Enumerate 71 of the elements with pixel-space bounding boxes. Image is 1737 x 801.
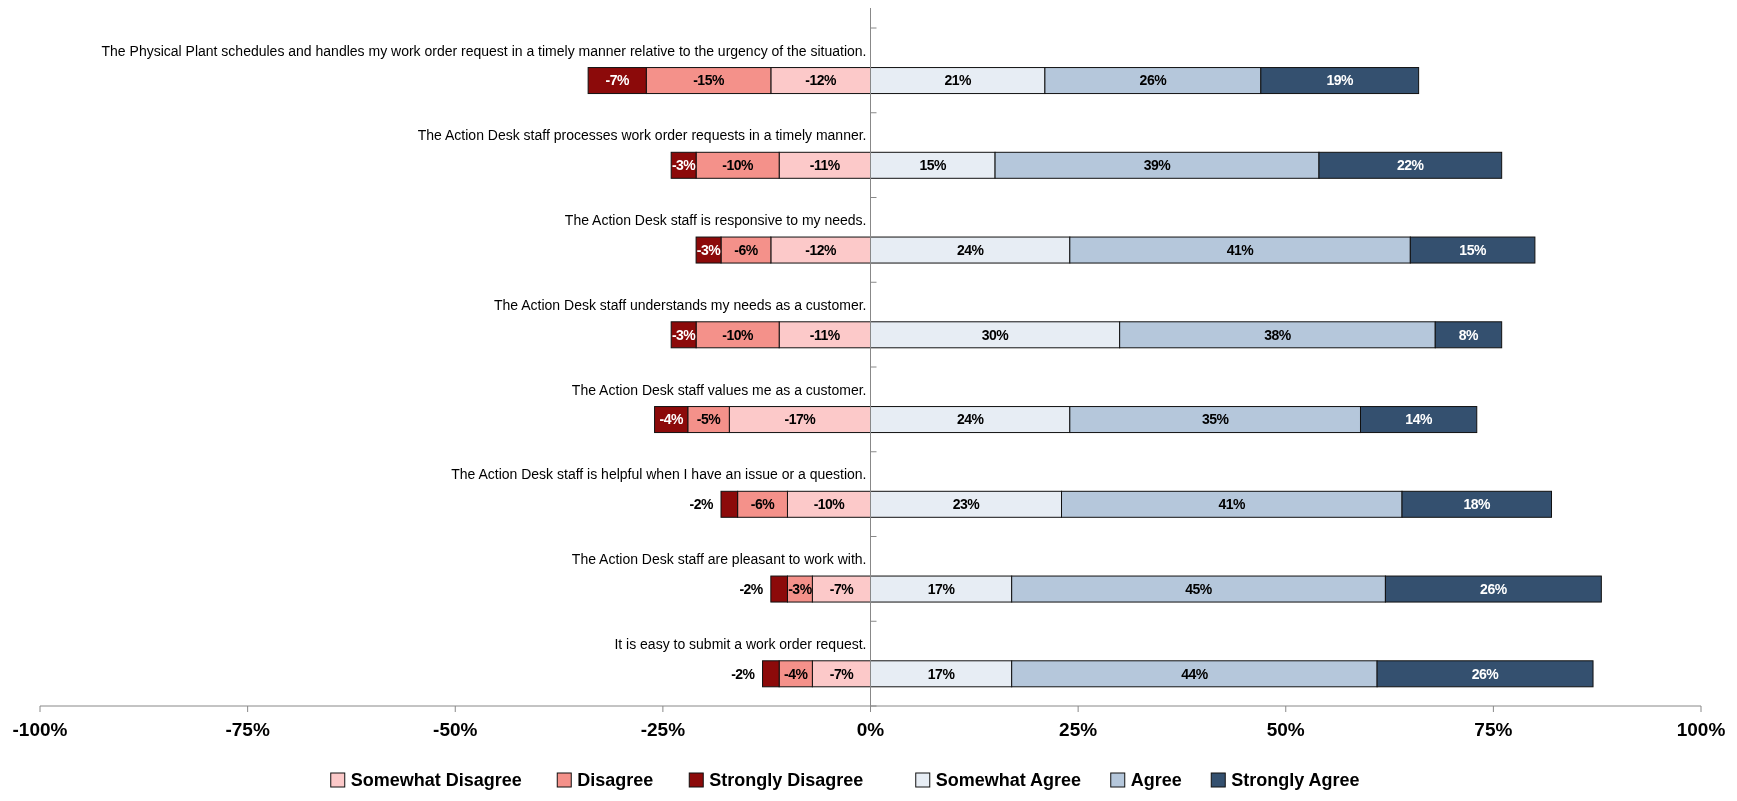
data-label: 39% bbox=[1143, 157, 1172, 174]
data-label: 15% bbox=[1459, 241, 1487, 258]
data-label: -7% bbox=[829, 665, 855, 682]
data-label: -2% bbox=[689, 496, 715, 513]
data-label: -4% bbox=[784, 665, 809, 682]
data-label: 41% bbox=[1226, 241, 1255, 258]
data-label: -11% bbox=[809, 326, 841, 343]
legend-label: Disagree bbox=[577, 770, 654, 791]
data-label: 8% bbox=[1458, 326, 1480, 343]
data-label: 38% bbox=[1264, 326, 1292, 343]
y-tick-label: The Action Desk staff understands my needs as a customer. bbox=[494, 296, 867, 313]
data-label: 22% bbox=[1397, 157, 1425, 174]
data-label: -6% bbox=[750, 496, 776, 513]
y-tick-label: It is easy to submit a work order request. bbox=[614, 635, 867, 652]
data-label: -15% bbox=[693, 72, 725, 89]
data-label: -10% bbox=[722, 157, 755, 174]
data-label: 15% bbox=[919, 157, 948, 174]
data-label: -3% bbox=[696, 241, 722, 258]
data-label: -5% bbox=[696, 411, 722, 428]
legend-label: Strongly Agree bbox=[1231, 770, 1360, 791]
data-label: 18% bbox=[1463, 496, 1492, 513]
data-label: 26% bbox=[1139, 72, 1168, 89]
data-label: -3% bbox=[671, 326, 697, 343]
x-tick-label: 0% bbox=[856, 719, 885, 740]
data-label: 21% bbox=[944, 72, 973, 89]
y-tick-label: The Action Desk staff is helpful when I have an issue or a question. bbox=[451, 466, 867, 483]
data-label: -10% bbox=[722, 326, 755, 343]
data-label: 24% bbox=[956, 411, 985, 428]
x-tick-label: 75% bbox=[1474, 719, 1513, 740]
data-label: 19% bbox=[1326, 72, 1355, 89]
data-label: -7% bbox=[605, 72, 630, 89]
data-label: 23% bbox=[952, 496, 981, 513]
legend-label: Agree bbox=[1130, 770, 1182, 791]
legend-label: Somewhat Disagree bbox=[350, 770, 522, 791]
y-tick-label: The Physical Plant schedules and handles my work order request in a timely manner relative to the urgency of the situation. bbox=[101, 42, 867, 59]
data-label: -6% bbox=[734, 241, 759, 258]
data-label: -17% bbox=[784, 411, 817, 428]
data-label: 26% bbox=[1480, 580, 1508, 597]
data-label: 41% bbox=[1218, 496, 1247, 513]
x-tick-label: 25% bbox=[1059, 719, 1098, 740]
data-label: 17% bbox=[927, 665, 956, 682]
y-tick-label: The Action Desk staff is responsive to my needs. bbox=[564, 212, 867, 229]
data-label: -7% bbox=[829, 580, 855, 597]
data-label: -3% bbox=[788, 580, 813, 597]
x-tick-label: -75% bbox=[225, 719, 270, 740]
x-tick-label: -50% bbox=[433, 719, 478, 740]
x-tick-label: -25% bbox=[640, 719, 686, 740]
y-tick-label: The Action Desk staff values me as a customer. bbox=[571, 381, 867, 398]
data-label: -4% bbox=[659, 411, 684, 428]
x-tick-label: 100% bbox=[1676, 719, 1726, 740]
y-tick-label: The Action Desk staff are pleasant to work with. bbox=[571, 551, 867, 568]
data-label: -12% bbox=[805, 72, 838, 89]
data-label: 17% bbox=[927, 580, 956, 597]
x-tick-label: 50% bbox=[1266, 719, 1305, 740]
data-label: 35% bbox=[1201, 411, 1230, 428]
data-label: 14% bbox=[1405, 411, 1433, 428]
data-label: -2% bbox=[739, 580, 764, 597]
data-label: -11% bbox=[809, 157, 841, 174]
data-label: 24% bbox=[956, 241, 985, 258]
legend-label: Strongly Disagree bbox=[709, 770, 864, 791]
data-label: 26% bbox=[1471, 665, 1500, 682]
data-label: -10% bbox=[813, 496, 846, 513]
legend-label: Somewhat Agree bbox=[935, 770, 1082, 791]
y-tick-label: The Action Desk staff processes work order requests in a timely manner. bbox=[417, 127, 867, 144]
data-label: 45% bbox=[1185, 580, 1213, 597]
data-label: -12% bbox=[805, 241, 838, 258]
data-label: -3% bbox=[671, 157, 697, 174]
data-label: 44% bbox=[1181, 665, 1209, 682]
x-tick-label: -100% bbox=[12, 719, 68, 740]
data-label: 30% bbox=[981, 326, 1010, 343]
data-label: -2% bbox=[731, 665, 756, 682]
